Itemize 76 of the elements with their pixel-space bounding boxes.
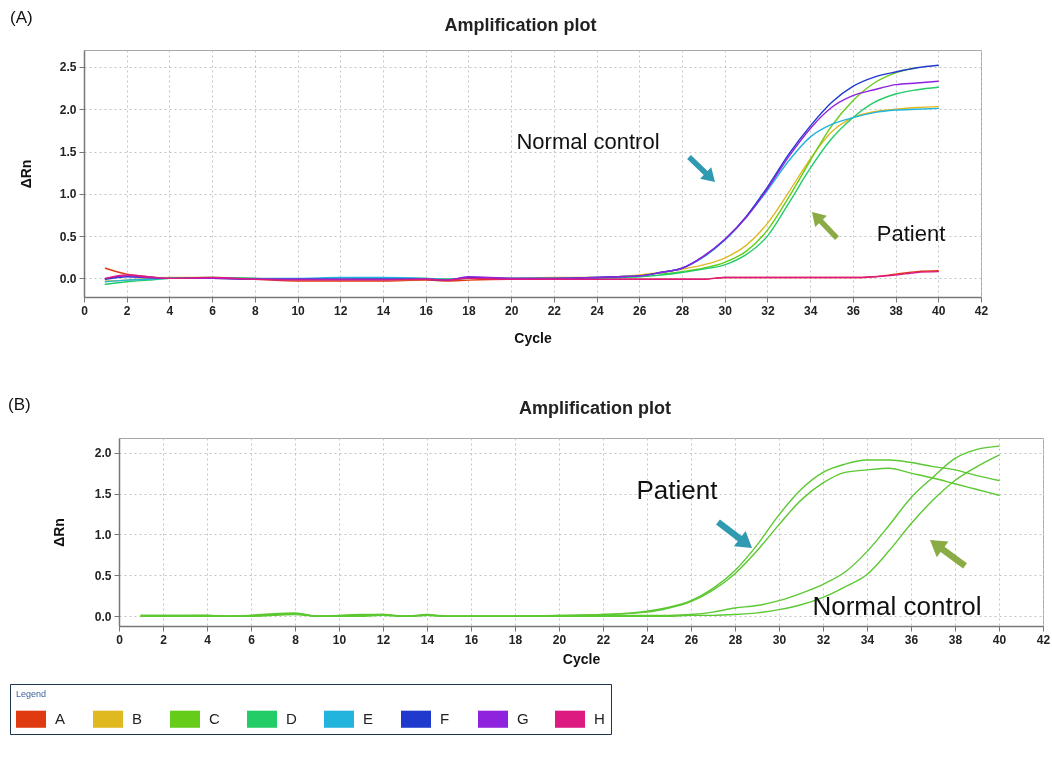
x-tick-label: 32 — [816, 632, 831, 647]
x-tick-label: 22 — [547, 303, 562, 318]
x-tick-label: 16 — [464, 632, 479, 647]
x-tick-label: 34 — [803, 303, 818, 318]
x-tick-label: 30 — [772, 632, 787, 647]
x-tick-label: 0 — [81, 303, 89, 318]
x-tick-label: 34 — [860, 632, 875, 647]
annotation: Patient — [876, 221, 946, 246]
x-tick-label: 40 — [992, 632, 1007, 647]
y-tick-label: 1.5 — [59, 145, 77, 160]
x-tick-label: 10 — [291, 303, 306, 318]
y-tick-label: 0.5 — [94, 568, 112, 583]
chart-title: Amplification plot — [519, 398, 671, 418]
y-tick-label: 0.5 — [59, 229, 77, 244]
x-tick-label: 6 — [209, 303, 217, 318]
x-tick-label: 24 — [640, 632, 655, 647]
y-tick-label: 1.0 — [94, 527, 112, 542]
x-axis-title: Cycle — [562, 650, 601, 667]
x-tick-label: 26 — [684, 632, 699, 647]
y-tick-label: 2.5 — [59, 60, 77, 75]
x-tick-label: 38 — [948, 632, 963, 647]
text: (B) — [8, 395, 31, 414]
x-axis-title: Cycle — [514, 329, 552, 346]
annotation: Normal control — [516, 129, 660, 154]
x-tick-label: 30 — [718, 303, 733, 318]
x-tick-label: 0 — [116, 632, 124, 647]
x-tick-label: 42 — [974, 303, 989, 318]
x-tick-label: 20 — [504, 303, 519, 318]
text: (A) — [10, 8, 33, 27]
x-tick-label: 14 — [420, 632, 435, 647]
x-tick-label: 36 — [904, 632, 919, 647]
x-tick-label: 38 — [889, 303, 904, 318]
chart-title: Amplification plot — [444, 15, 597, 35]
legend-label: H — [594, 710, 605, 728]
legend-title: Legend — [16, 689, 47, 699]
x-tick-label: 26 — [633, 303, 647, 318]
x-tick-label: 12 — [376, 632, 391, 647]
x-tick-label: 8 — [252, 303, 260, 318]
x-tick-label: 28 — [675, 303, 690, 318]
x-tick-label: 20 — [552, 632, 567, 647]
y-tick-label: 2.0 — [94, 446, 112, 461]
x-tick-label: 18 — [508, 632, 523, 647]
y-tick-label: 0.0 — [94, 609, 112, 624]
y-tick-label: 0.0 — [59, 271, 77, 286]
x-tick-label: 4 — [204, 632, 212, 647]
legend-label: E — [363, 710, 374, 728]
legend-label: F — [440, 710, 450, 728]
x-tick-label: 4 — [166, 303, 174, 318]
x-tick-label: 40 — [932, 303, 946, 318]
x-tick-label: 16 — [419, 303, 434, 318]
y-tick-label: 1.0 — [59, 187, 77, 202]
annotation: Patient — [636, 475, 719, 505]
x-tick-label: 14 — [376, 303, 391, 318]
x-tick-label: 18 — [462, 303, 476, 318]
legend-label: C — [209, 710, 220, 728]
x-tick-label: 22 — [596, 632, 611, 647]
legend-label: D — [286, 710, 297, 728]
x-tick-label: 42 — [1036, 632, 1051, 647]
x-tick-label: 6 — [248, 632, 256, 647]
x-tick-label: 32 — [761, 303, 775, 318]
x-tick-label: 10 — [332, 632, 347, 647]
legend-label: B — [132, 710, 143, 728]
y-tick-label: 2.0 — [59, 102, 77, 117]
x-tick-label: 24 — [590, 303, 605, 318]
x-tick-label: 2 — [160, 632, 168, 647]
x-tick-label: 28 — [728, 632, 743, 647]
x-tick-label: 2 — [123, 303, 131, 318]
legend-label: A — [55, 710, 66, 728]
x-tick-label: 12 — [334, 303, 348, 318]
y-axis-title: ΔRn — [50, 518, 67, 547]
legend-label: G — [517, 710, 529, 728]
annotation: Normal control — [812, 591, 982, 621]
y-axis-title: ΔRn — [17, 159, 34, 189]
y-tick-label: 1.5 — [94, 487, 112, 502]
x-tick-label: 36 — [846, 303, 861, 318]
x-tick-label: 8 — [292, 632, 300, 647]
